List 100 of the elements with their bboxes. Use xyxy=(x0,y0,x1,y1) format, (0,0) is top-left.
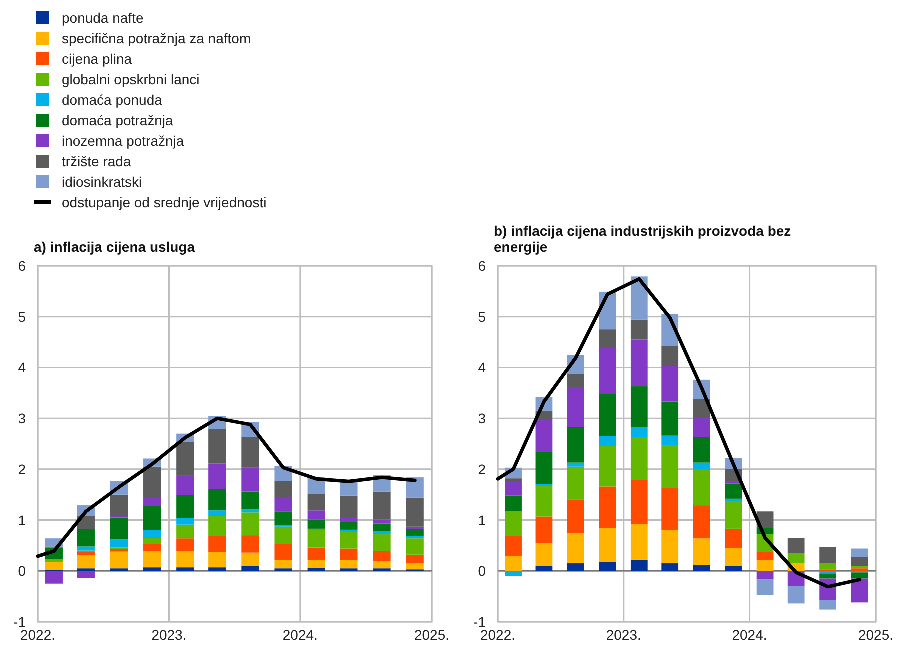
bar xyxy=(662,488,679,530)
bar xyxy=(144,466,162,498)
bar xyxy=(110,568,128,572)
bar xyxy=(77,552,95,556)
bar xyxy=(505,571,522,576)
legend-label: odstupanje od srednje vrijednosti xyxy=(62,194,267,210)
y-tick-label: -1 xyxy=(474,614,486,630)
bar xyxy=(144,506,162,530)
bar xyxy=(788,586,805,604)
bar xyxy=(662,346,679,366)
bar xyxy=(662,436,679,446)
bar xyxy=(144,551,162,568)
bar xyxy=(662,564,679,572)
bar xyxy=(568,427,584,463)
bar xyxy=(630,386,648,428)
bar xyxy=(77,568,95,572)
bar xyxy=(725,501,742,529)
bar xyxy=(176,524,194,539)
bar xyxy=(340,548,358,560)
bar xyxy=(373,492,391,520)
bar xyxy=(599,486,616,528)
bar xyxy=(568,387,584,428)
bar xyxy=(725,498,742,502)
bar xyxy=(536,486,553,517)
bar xyxy=(208,429,226,464)
bar xyxy=(693,506,710,539)
bar xyxy=(568,466,584,500)
y-tick-label: 3 xyxy=(18,410,26,427)
bar xyxy=(536,566,553,572)
legend-label: ponuda nafte xyxy=(62,10,144,26)
bar xyxy=(373,531,391,535)
y-tick-label: 4 xyxy=(478,360,486,376)
y-tick-label: 5 xyxy=(18,308,26,325)
bar xyxy=(242,536,260,553)
bar xyxy=(340,532,358,549)
bar xyxy=(373,561,391,569)
y-tick-label: 1 xyxy=(478,512,486,528)
bar xyxy=(144,544,162,552)
bar xyxy=(176,568,194,572)
bar xyxy=(242,468,260,492)
bar xyxy=(851,557,868,566)
legend-label: cijena plina xyxy=(62,51,132,67)
bar xyxy=(599,562,616,572)
bar xyxy=(406,529,424,536)
bar xyxy=(599,528,616,562)
bar xyxy=(662,530,679,564)
bar xyxy=(756,560,774,572)
bar xyxy=(851,572,868,579)
x-tick-label: 2022. xyxy=(480,627,516,643)
bar xyxy=(505,481,522,496)
bar xyxy=(373,534,391,552)
bar xyxy=(536,516,553,544)
y-tick-label: 0 xyxy=(18,563,26,580)
bar xyxy=(820,571,836,574)
bar xyxy=(176,476,194,496)
bar xyxy=(373,524,391,532)
bar xyxy=(308,494,326,511)
bar xyxy=(630,320,648,340)
bar xyxy=(662,366,679,402)
bar xyxy=(308,560,326,568)
bar xyxy=(144,497,162,506)
bar xyxy=(536,543,553,566)
bar xyxy=(630,437,648,480)
y-tick-label: 3 xyxy=(478,410,486,427)
legend-label: inozemna potražnja xyxy=(62,133,184,149)
bar xyxy=(144,530,162,538)
bar xyxy=(756,580,774,596)
bar xyxy=(308,568,326,572)
bar xyxy=(176,538,194,552)
bar xyxy=(242,512,260,536)
bar xyxy=(274,497,292,512)
y-tick-label: 2 xyxy=(478,461,486,478)
legend-label: tržište rada xyxy=(62,154,132,170)
bar xyxy=(406,498,424,527)
legend-label: globalni opskrbni lanci xyxy=(62,72,200,88)
bar xyxy=(340,522,358,530)
bar xyxy=(242,566,260,572)
bar xyxy=(693,417,710,438)
chart-title: b) inflacija cijena industrijskih proizvoda bez energije xyxy=(494,223,792,255)
bar xyxy=(630,560,648,572)
bar xyxy=(505,511,522,536)
bar xyxy=(568,374,584,388)
bar xyxy=(662,402,679,436)
bar xyxy=(630,427,648,438)
bar xyxy=(176,551,194,568)
x-tick-label: 2023. xyxy=(606,627,642,643)
bar xyxy=(274,512,292,526)
bar xyxy=(693,470,710,506)
bar xyxy=(505,536,522,556)
bar xyxy=(45,571,63,584)
bar xyxy=(144,538,162,544)
bar xyxy=(662,446,679,488)
bar xyxy=(373,520,391,524)
bar xyxy=(406,536,424,539)
legend-label: specifična potražnja za naftom xyxy=(62,30,252,46)
bar xyxy=(208,510,226,516)
y-tick-label: 2 xyxy=(18,461,26,478)
bar xyxy=(208,516,226,536)
bar xyxy=(406,564,424,570)
bar xyxy=(568,462,584,467)
